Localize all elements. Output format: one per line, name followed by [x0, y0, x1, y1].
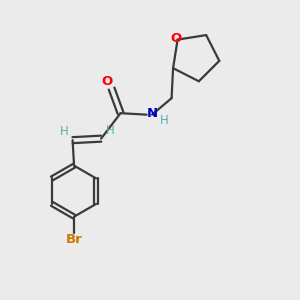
Text: H: H [60, 125, 69, 138]
Text: H: H [106, 124, 115, 137]
Text: N: N [146, 107, 158, 120]
Text: Br: Br [66, 233, 83, 246]
Text: O: O [101, 76, 113, 88]
Text: H: H [160, 114, 169, 127]
Text: O: O [170, 32, 182, 45]
